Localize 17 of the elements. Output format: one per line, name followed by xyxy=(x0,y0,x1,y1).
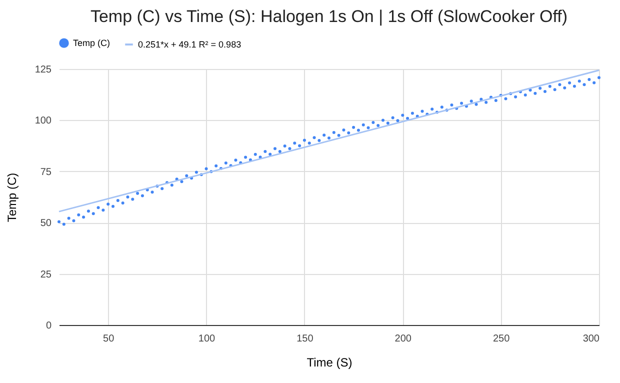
chart-title: Temp (C) vs Time (S): Halogen 1s On | 1s Off (SlowCooker Off) xyxy=(90,7,568,26)
x-tick-label: 250 xyxy=(492,334,510,344)
y-tick-label: 50 xyxy=(40,218,52,230)
y-tick-label: 100 xyxy=(34,116,52,127)
y-tick-label: 75 xyxy=(40,166,52,178)
legend-label: Temp (C) xyxy=(73,38,110,48)
x-tick-label: 100 xyxy=(198,334,216,344)
x-tick-label: 50 xyxy=(103,334,115,344)
legend-label: 0.251*x + 49.1 R² = 0.983 xyxy=(138,40,242,50)
y-tick-label: 25 xyxy=(40,269,52,280)
y-tick-label: 125 xyxy=(34,64,52,76)
x-axis-title: Time (S) xyxy=(306,356,352,370)
y-axis-title: Temp (C) xyxy=(4,172,19,222)
x-tick-label: 300 xyxy=(582,334,600,344)
x-tick-label: 200 xyxy=(394,334,412,344)
y-tick-label: 0 xyxy=(46,320,52,332)
x-tick-label: 150 xyxy=(296,334,314,344)
